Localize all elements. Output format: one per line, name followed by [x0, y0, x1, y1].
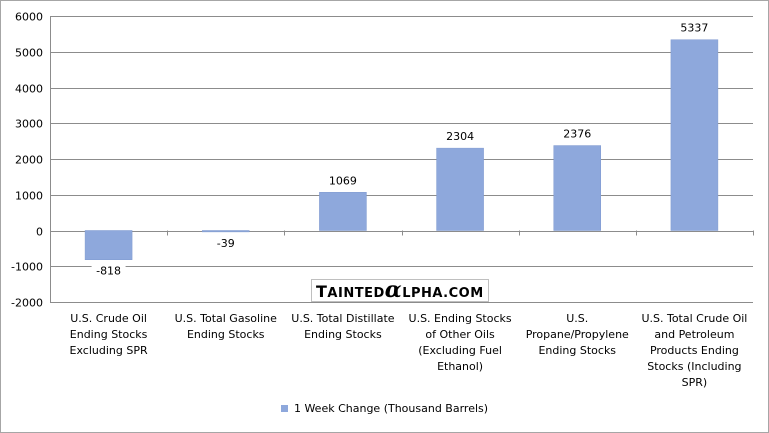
x-category-label: U.S. Ending Stocks of Other Oils (Exclud… — [408, 312, 512, 373]
watermark-logo: TAINTEDαLPHA.COM — [311, 279, 489, 302]
bars — [84, 39, 719, 260]
y-tick-label: -1000 — [11, 261, 43, 274]
data-label-bg — [208, 235, 243, 251]
y-tick-label: -2000 — [11, 297, 43, 310]
y-tick-label: 3000 — [15, 118, 43, 131]
data-label-bg — [443, 129, 478, 145]
legend-swatch — [280, 404, 288, 412]
x-category-label: U.S. Crude Oil Ending Stocks Excluding S… — [69, 312, 148, 357]
y-tick-label: 1000 — [15, 190, 43, 203]
bar — [670, 39, 719, 231]
y-axis-ticks: 6000 5000 4000 3000 2000 1000 0 -1000 -2000 — [11, 11, 43, 310]
data-label-bg — [91, 263, 126, 279]
data-label: -39 — [217, 237, 235, 250]
y-tick-label: 4000 — [15, 83, 43, 96]
x-category-label: U.S. Total Gasoline Ending Stocks — [174, 312, 277, 341]
bar — [202, 230, 250, 233]
bar — [84, 230, 133, 260]
data-label-bg — [677, 20, 712, 36]
data-label: -818 — [96, 265, 121, 278]
data-label-bg — [560, 126, 595, 142]
data-labels: -818 -39 1069 2304 2376 5337 — [91, 20, 712, 279]
y-tick-label: 6000 — [15, 11, 43, 24]
x-category-label: U.S. Propane/Propylene Ending Stocks — [525, 312, 629, 357]
legend-label: 1 Week Change (Thousand Barrels) — [293, 402, 489, 415]
grid-lines — [50, 16, 754, 303]
bar — [436, 147, 484, 231]
data-label: 2304 — [446, 130, 474, 143]
legend: 1 Week Change (Thousand Barrels) — [0, 402, 769, 415]
bar — [553, 145, 601, 231]
x-category-label: U.S. Total Crude Oil and Petroleum Produ… — [641, 312, 748, 389]
data-label-bg — [325, 173, 360, 189]
data-label: 2376 — [563, 128, 591, 141]
bar — [319, 192, 367, 231]
data-label: 5337 — [680, 22, 708, 35]
x-category-label: U.S. Total Distillate Ending Stocks — [291, 312, 395, 341]
data-label: 1069 — [329, 174, 357, 187]
y-tick-label: 2000 — [15, 154, 43, 167]
y-tick-label: 0 — [36, 226, 43, 239]
y-tick-label: 5000 — [15, 47, 43, 60]
